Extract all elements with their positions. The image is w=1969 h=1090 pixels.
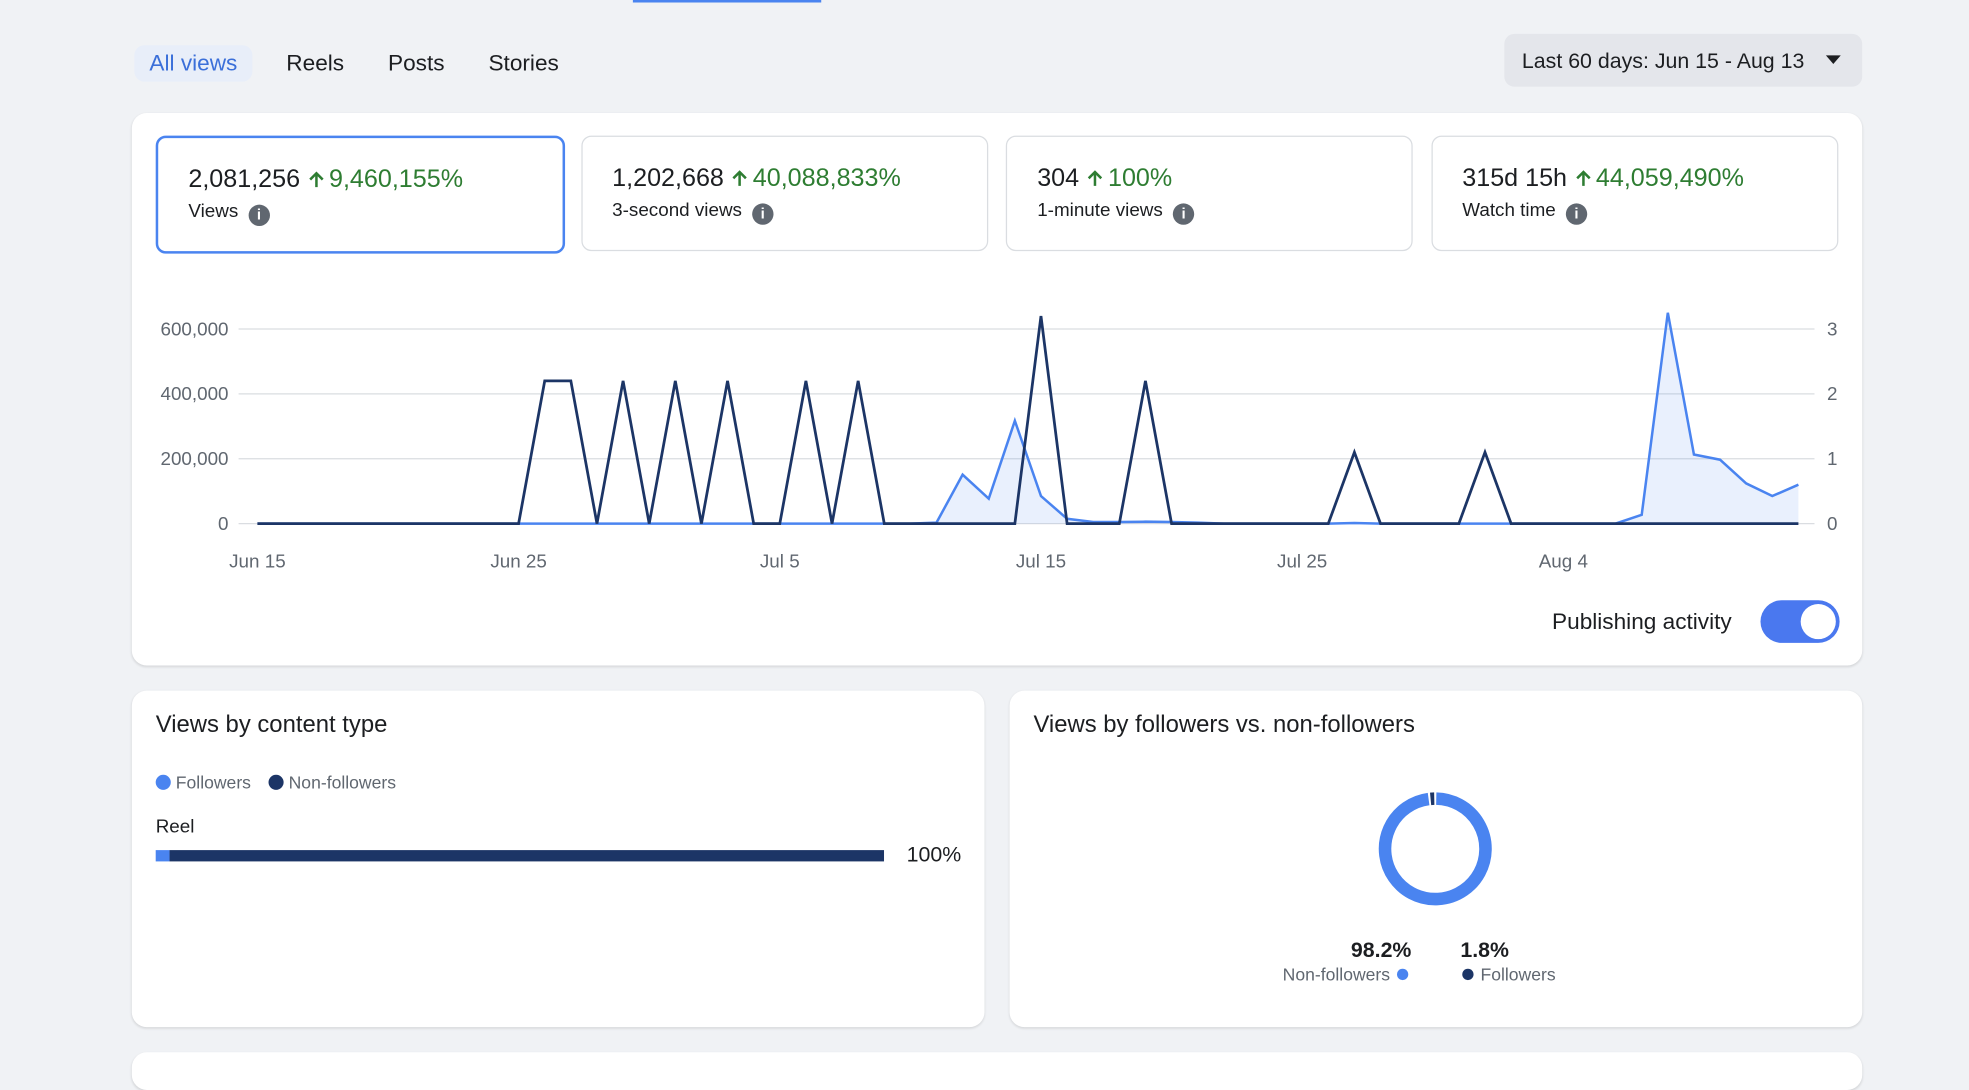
metric-value: 1,202,668 40,088,833% — [612, 164, 901, 193]
screen: All views Reels Posts Stories Last 60 da… — [0, 0, 1969, 1060]
metric-change: 9,460,155% — [329, 166, 463, 194]
legend-dot — [156, 775, 171, 790]
x-tick-label: Jun 15 — [229, 551, 286, 572]
up-arrow — [1575, 170, 1593, 188]
legend-dot — [1397, 969, 1408, 980]
x-tick-label: Jul 5 — [760, 551, 800, 572]
info-icon: i — [248, 205, 269, 226]
y-tick-label: 400,000 — [160, 383, 228, 404]
metric-label: Watch time i — [1462, 200, 1587, 225]
metric-number: 2,081,256 — [188, 166, 300, 194]
metric-number: 304 — [1037, 164, 1079, 192]
metric-label-text: Views — [188, 201, 238, 222]
up-arrow — [308, 171, 326, 189]
donut-value: 1.8% — [1460, 938, 1509, 962]
y2-tick-label: 2 — [1827, 383, 1837, 404]
x-tick-label: Aug 4 — [1539, 551, 1588, 572]
metric-label: 1-minute views i — [1037, 200, 1194, 225]
x-tick-label: Jul 15 — [1016, 551, 1066, 572]
y2-tick-label: 3 — [1827, 318, 1837, 339]
donut-segment — [1385, 799, 1485, 899]
metric-number: 1,202,668 — [612, 164, 724, 192]
y2-tick-label: 1 — [1827, 448, 1837, 469]
metric-card[interactable]: 1,202,668 40,088,833% 3-second views i — [581, 136, 988, 252]
donut-value: 98.2% — [1351, 938, 1412, 962]
y-tick-label: 600,000 — [160, 318, 228, 339]
donut-label: Non-followers — [1283, 965, 1391, 985]
metric-change: 40,088,833% — [753, 164, 901, 192]
legend-label: Followers — [176, 773, 251, 793]
info-icon: i — [1566, 203, 1587, 224]
x-tick-label: Jul 25 — [1277, 551, 1327, 572]
y-tick-label: 200,000 — [160, 448, 228, 469]
donut-label: Followers — [1480, 965, 1555, 985]
metric-card[interactable]: 304 100% 1-minute views i — [1006, 136, 1413, 252]
bar-segment — [170, 850, 884, 861]
page: All views Reels Posts Stories Last 60 da… — [0, 0, 1969, 1060]
info-icon: i — [1173, 203, 1194, 224]
info-icon: i — [752, 203, 773, 224]
legend-label: Non-followers — [289, 773, 397, 793]
metric-change: 100% — [1108, 164, 1172, 192]
y-tick-label: 0 — [218, 513, 228, 534]
metric-label: 3-second views i — [612, 200, 773, 225]
y2-tick-label: 0 — [1827, 513, 1837, 534]
up-arrow — [731, 170, 749, 188]
metric-value: 315d 15h 44,059,490% — [1462, 164, 1744, 193]
legend-dot — [1462, 969, 1473, 980]
bar-segment — [156, 850, 170, 861]
metric-label-text: 3-second views — [612, 200, 742, 221]
metric-change: 44,059,490% — [1596, 164, 1744, 192]
metric-number: 315d 15h — [1462, 164, 1567, 192]
metric-value: 2,081,256 9,460,155% — [188, 166, 463, 195]
metric-card[interactable]: 315d 15h 44,059,490% Watch time i — [1431, 136, 1838, 252]
up-arrow — [1087, 170, 1105, 188]
metric-label-text: 1-minute views — [1037, 200, 1163, 221]
metric-value: 304 100% — [1037, 164, 1172, 193]
legend-dot — [269, 775, 284, 790]
metric-label-text: Watch time — [1462, 200, 1556, 221]
x-tick-label: Jun 25 — [490, 551, 547, 572]
